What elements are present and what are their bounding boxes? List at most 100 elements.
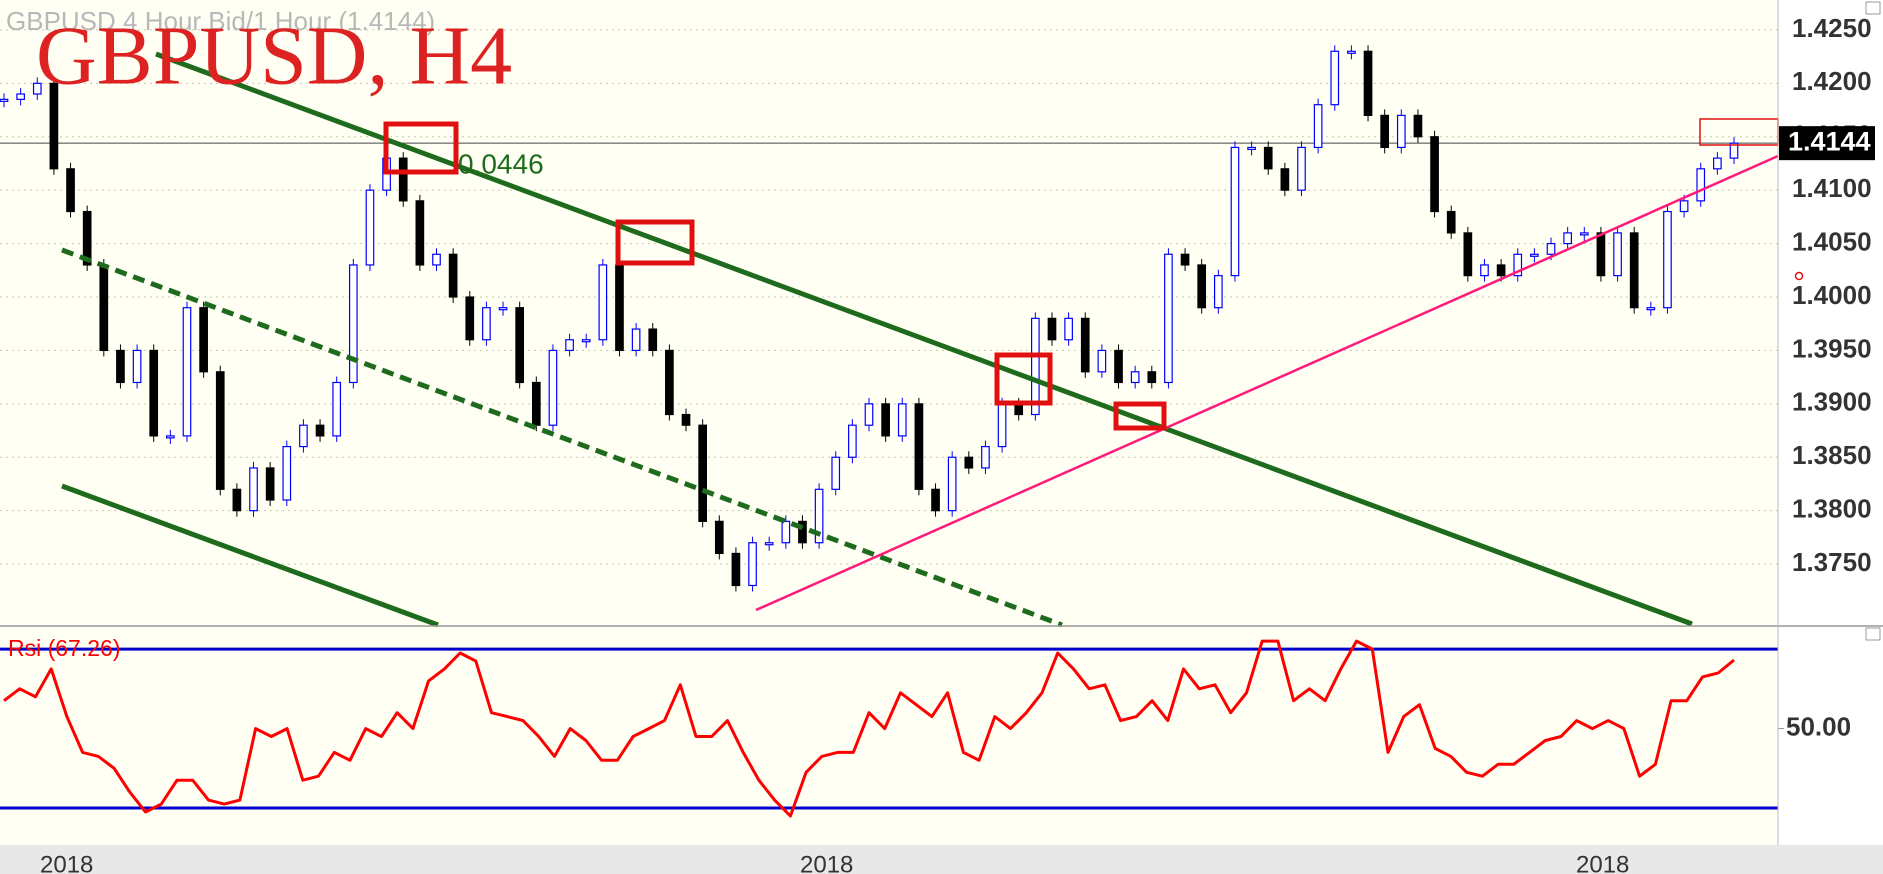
symbol-annotation: GBPUSD, H4 (36, 9, 512, 102)
y-tick-label: 1.3750 (1792, 547, 1872, 577)
candle (598, 264, 608, 341)
highlight-box (383, 121, 459, 175)
candle (365, 189, 375, 266)
candle (1197, 264, 1207, 309)
highlight-box (1113, 401, 1167, 431)
candle (681, 413, 691, 426)
candle (215, 371, 225, 490)
candle (914, 403, 924, 490)
candle (498, 307, 508, 311)
channel-line (61, 483, 439, 628)
indicator-title: Rsi (67.26) (8, 635, 120, 661)
candle (1446, 210, 1456, 234)
candle (1164, 253, 1173, 384)
candle (1130, 371, 1140, 384)
channel-midline (61, 247, 1063, 628)
candle (1663, 210, 1672, 309)
marks (0, 45, 1739, 818)
y-tick-label: 1.4000 (1792, 280, 1872, 310)
candle (1213, 275, 1223, 309)
candle (1230, 146, 1240, 277)
candle (1064, 317, 1073, 341)
candle (798, 520, 807, 544)
candle (282, 445, 292, 501)
candle (565, 339, 574, 352)
candle (1729, 142, 1739, 159)
candle (548, 349, 558, 426)
y-tick-label: 1.3900 (1792, 387, 1872, 417)
candle (698, 424, 707, 522)
candle (1114, 349, 1123, 384)
candle (199, 307, 208, 373)
x-tick-label: 2018 (800, 851, 853, 874)
candle (1513, 253, 1523, 277)
candle (981, 445, 990, 469)
candle (116, 349, 125, 384)
candle (1496, 264, 1506, 277)
rsi-line (3, 639, 1735, 818)
candle (1097, 349, 1107, 373)
candle (249, 467, 258, 512)
candle (1080, 317, 1090, 373)
candle (16, 93, 25, 100)
candle (1713, 157, 1722, 170)
candle (1413, 114, 1423, 138)
candle (1679, 200, 1689, 213)
candle (1347, 50, 1356, 54)
candle (1696, 168, 1706, 202)
candle (398, 157, 408, 202)
candle (1563, 232, 1572, 245)
candle (748, 542, 757, 587)
candle (1646, 307, 1656, 311)
candle (997, 403, 1007, 448)
y-tick-label: 1.3850 (1792, 440, 1872, 470)
candle (1463, 232, 1473, 277)
candle (1546, 242, 1556, 255)
grid (0, 29, 1784, 810)
candle (631, 328, 641, 352)
candle (182, 307, 192, 437)
candle (714, 520, 724, 555)
candle (1430, 136, 1439, 213)
candle (897, 403, 907, 437)
candle (1280, 168, 1290, 191)
trend-line (755, 154, 1779, 612)
highlight-box (994, 352, 1053, 406)
candle (1263, 146, 1273, 170)
candle (348, 264, 358, 384)
candle (166, 435, 175, 439)
candle (1147, 371, 1157, 384)
close-button[interactable] (1865, 627, 1881, 641)
candle (1629, 232, 1639, 309)
candle (1380, 114, 1390, 149)
channel-line (155, 51, 1693, 627)
candle (1613, 232, 1622, 277)
candle (1396, 114, 1406, 149)
y-tick-label: 1.3950 (1792, 333, 1872, 363)
candle (1330, 50, 1340, 106)
y-tick-label: 1.4050 (1792, 226, 1872, 256)
candle (814, 488, 824, 544)
candle (465, 296, 475, 341)
time-axis (0, 845, 1883, 874)
candle (731, 552, 741, 587)
x-tick-label: 2018 (1576, 851, 1629, 874)
candle (49, 82, 59, 170)
last-price-box (1779, 126, 1875, 161)
candle (1313, 104, 1323, 149)
close-button[interactable] (1865, 1, 1881, 15)
candle (66, 168, 75, 213)
candle (482, 307, 491, 341)
candle (947, 456, 957, 512)
y-tick-label: 50.00 (1786, 711, 1851, 741)
candle (764, 542, 774, 546)
candle (964, 456, 974, 469)
candle (931, 488, 940, 512)
candle (132, 349, 142, 384)
y-tick-label: 1.3800 (1792, 494, 1872, 524)
candle (881, 403, 890, 437)
candle (831, 456, 841, 490)
candle (315, 424, 325, 437)
